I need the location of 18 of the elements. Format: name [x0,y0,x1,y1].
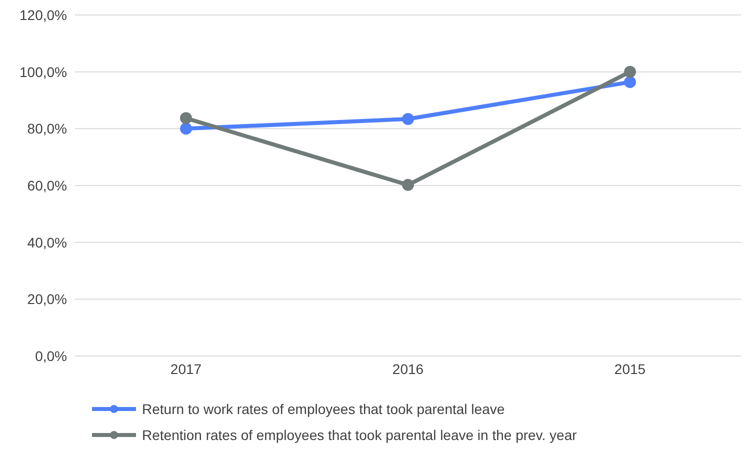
x-tick-label: 2016 [392,360,424,377]
y-tick-label: 80,0% [27,120,67,137]
y-tick-label: 0,0% [35,348,67,364]
point [180,112,192,124]
y-tick-label: 20,0% [27,291,67,308]
y-tick-label: 60,0% [27,177,67,194]
legend-label: Retention rates of employees that took parental leave in the prev. year [142,426,577,445]
x-tick-label: 2015 [614,360,646,377]
legend-label: Return to work rates of employees that took parental leave [142,400,505,419]
x-tick-label: 2017 [170,360,202,377]
point [402,113,414,126]
y-tick-label: 100,0% [20,64,67,80]
y-tick-label: 120,0% [20,6,67,23]
point [624,66,636,78]
y-tick-label: 40,0% [27,234,67,250]
point [402,178,414,191]
point [180,122,192,135]
point [624,76,636,88]
